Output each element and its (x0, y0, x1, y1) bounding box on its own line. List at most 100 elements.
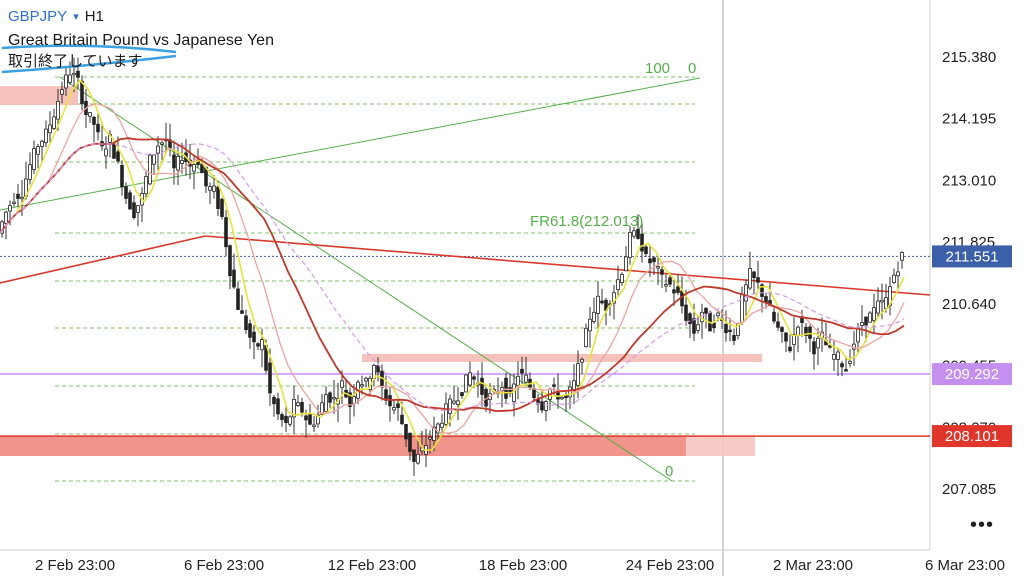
candle-body (428, 436, 432, 440)
candle-body (432, 426, 436, 441)
candle-body (664, 284, 668, 287)
price-tag-bg (932, 425, 1012, 448)
candle-body (516, 375, 520, 387)
candle-body (592, 311, 596, 323)
candle-body (76, 70, 80, 78)
candle-body (744, 284, 748, 302)
candle-body (596, 295, 600, 314)
x-tick-label: 6 Feb 23:00 (184, 557, 264, 574)
candle-body (624, 256, 628, 272)
candle-body (116, 151, 120, 162)
candle-body (120, 165, 124, 188)
candle-body (872, 307, 876, 322)
candle-body (844, 369, 848, 372)
candle-body (880, 299, 884, 303)
candle-body (12, 201, 16, 204)
candle-body (780, 327, 784, 332)
candle-body (656, 266, 660, 269)
candle-body (552, 384, 556, 387)
candle-body (572, 380, 576, 392)
candle-body (416, 453, 420, 464)
y-tick-label: 210.640 (942, 296, 996, 313)
purple-ma (0, 143, 905, 412)
candle-body (660, 269, 664, 275)
candle-body (36, 146, 40, 155)
fib-100-label: 100 (645, 60, 670, 77)
symbol-name[interactable]: GBPJPY (8, 8, 68, 25)
candle-body (220, 198, 224, 217)
candle-body (88, 112, 92, 117)
candle-body (860, 322, 864, 326)
symbol-header[interactable]: GBPJPY ▾ H1 (8, 8, 104, 25)
candle-body (180, 160, 184, 164)
candle-body (580, 358, 584, 363)
candle-body (868, 312, 872, 323)
candle-body (40, 140, 44, 147)
candle-body (716, 312, 720, 317)
yellow-ma (0, 79, 905, 451)
candle-body (376, 365, 380, 373)
price-tag-label: 208.101 (945, 428, 999, 445)
candle-body (104, 148, 108, 157)
candle-body (848, 360, 852, 364)
y-tick-label: 215.380 (942, 49, 996, 66)
candle-body (32, 148, 36, 171)
candle-body (616, 279, 620, 291)
candle-body (696, 324, 700, 331)
more-options-icon[interactable]: ••• (969, 514, 994, 536)
candle-body (632, 230, 636, 237)
candle-body (728, 329, 732, 333)
candle-body (836, 351, 840, 360)
symbol-dropdown-icon[interactable]: ▾ (73, 11, 79, 23)
candle-body (444, 403, 448, 425)
candle-body (60, 89, 64, 95)
candle-body (752, 271, 756, 279)
candle-body (152, 154, 156, 165)
x-tick-label: 6 Mar 23:00 (925, 557, 1005, 574)
candle-body (396, 403, 400, 408)
candle-body (48, 124, 52, 134)
candle-body (316, 414, 320, 425)
candle-body (792, 334, 796, 345)
y-tick-label: 213.010 (942, 172, 996, 189)
timeframe-label[interactable]: H1 (84, 8, 104, 25)
candle-body (648, 258, 652, 264)
candle-body (692, 318, 696, 334)
candle-body (756, 277, 760, 283)
candle-body (812, 341, 816, 355)
candle-body (748, 268, 752, 289)
price-tag-label: 211.551 (945, 248, 998, 265)
candle-body (92, 116, 96, 125)
candle-body (160, 142, 164, 145)
candle-body (712, 322, 716, 329)
candle-body (44, 128, 48, 144)
candle-body (348, 392, 352, 407)
candle-body (96, 123, 100, 133)
candle-body (332, 397, 336, 400)
candle-body (460, 392, 464, 397)
candle-body (148, 154, 152, 185)
fib-0-label: 0 (665, 463, 673, 480)
candle-body (676, 286, 680, 293)
candle-body (192, 164, 196, 172)
candle-body (864, 316, 868, 326)
pink-ma (0, 102, 905, 434)
candle-body (900, 252, 904, 261)
candle-body (304, 415, 308, 421)
candle-body (340, 380, 344, 388)
symbol-description: Great Britain Pound vs Japanese Yen (8, 32, 274, 49)
candle-body (896, 271, 900, 277)
candle-body (480, 377, 484, 395)
price-tag-bg (932, 363, 1012, 386)
candle-body (308, 413, 312, 425)
x-tick-label: 18 Feb 23:00 (479, 557, 567, 574)
candle-body (28, 164, 32, 180)
candle-body (296, 402, 300, 406)
candle-body (464, 374, 468, 393)
candle-body (324, 394, 328, 412)
candle-body (620, 273, 624, 283)
candle-body (472, 376, 476, 380)
fib-618-label: FR61.8(212.013) (530, 213, 643, 230)
candle-body (176, 155, 180, 171)
